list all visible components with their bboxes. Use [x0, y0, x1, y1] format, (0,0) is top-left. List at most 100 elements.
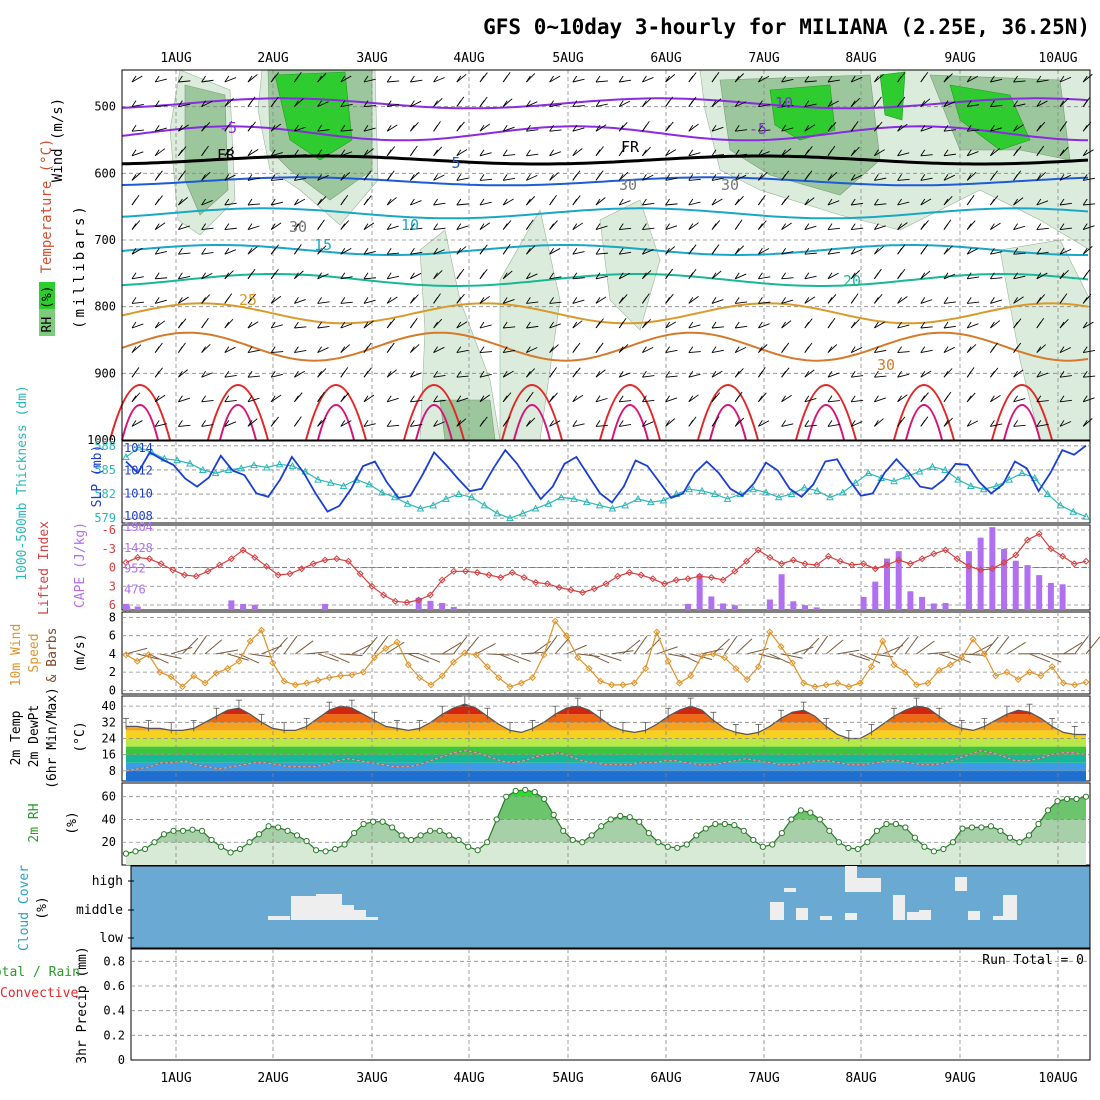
- rh2m-point: [588, 832, 595, 839]
- rh2m-panel: 60 40 20 2m RH (%): [27, 782, 1091, 866]
- wind10-point: [641, 664, 650, 673]
- axis-tick-label: 585: [94, 463, 116, 477]
- li-point: [789, 556, 797, 564]
- wind10-point: [901, 668, 909, 676]
- rh2m-point: [1006, 834, 1014, 841]
- li-point: [485, 571, 493, 579]
- cloud-block: [968, 911, 980, 920]
- wind10-point: [133, 657, 141, 665]
- rh2m-point: [598, 823, 605, 830]
- wind10-barb: [329, 653, 350, 664]
- cape-bar: [802, 605, 809, 610]
- li-point: [672, 576, 680, 584]
- wind10-point: [472, 651, 480, 659]
- axis-tick-label: 579: [94, 511, 116, 525]
- rh2m-point: [930, 848, 938, 855]
- li-point: [707, 573, 715, 582]
- wind10-barb: [724, 635, 738, 655]
- wind10-point: [529, 674, 537, 682]
- cloud-title: Cloud Cover: [17, 865, 32, 951]
- rh2m-point: [702, 825, 709, 832]
- rh2m-point: [151, 839, 158, 846]
- rh2m-point: [189, 826, 196, 833]
- wind10-barb: [250, 653, 273, 658]
- wind10-point: [291, 681, 299, 689]
- cloud-block: [316, 894, 342, 920]
- cloud-block: [845, 913, 857, 920]
- li-point: [298, 565, 306, 573]
- time-label-bottom: 4AUG: [453, 1071, 484, 1086]
- thickness-point: [864, 469, 873, 477]
- time-label-bottom: 3AUG: [356, 1071, 387, 1086]
- contour-label: 5: [451, 154, 460, 172]
- wind10-barb: [679, 653, 700, 664]
- rh2m-point: [987, 823, 995, 830]
- wind10-barb: [1074, 636, 1089, 655]
- thickness-point: [595, 501, 604, 509]
- thickness-point: [416, 504, 425, 512]
- rh2m-point: [408, 836, 415, 844]
- li-point: [204, 567, 212, 575]
- rh2m-point: [731, 822, 738, 829]
- contour-40: [513, 404, 551, 441]
- slp-line: [125, 444, 1087, 513]
- li-point: [906, 560, 914, 568]
- wind10-point: [675, 679, 683, 687]
- rh2m-point: [541, 795, 548, 803]
- li-point: [426, 591, 434, 599]
- wind10-title-c: & Barbs: [45, 628, 60, 683]
- wind10-barb: [182, 637, 199, 655]
- li-point: [1047, 545, 1055, 553]
- rh2m-point: [626, 814, 633, 821]
- li-point: [860, 560, 868, 568]
- wind10-point: [246, 637, 254, 645]
- thickness-point: [186, 459, 194, 467]
- time-label-bottom: 2AUG: [257, 1071, 288, 1086]
- contour-35: [893, 384, 955, 441]
- wind10-point: [427, 681, 435, 689]
- rh-shading: [169, 69, 1091, 441]
- axis-tick-label: 0: [109, 561, 116, 575]
- cloud-block: [342, 905, 354, 920]
- axis-tick-label: 1008: [124, 509, 153, 523]
- rh2m-point: [503, 793, 510, 800]
- cape-bar: [123, 603, 129, 610]
- li-point: [625, 568, 633, 577]
- li-point: [227, 555, 235, 563]
- cape-bar: [1001, 548, 1008, 610]
- cloud-block: [857, 878, 869, 892]
- wind10-point: [1025, 668, 1034, 676]
- wind10-point: [664, 657, 672, 665]
- li-point: [497, 573, 505, 582]
- rh2m-point: [579, 839, 586, 846]
- wind10-point: [212, 669, 220, 677]
- wind10-barb: [171, 646, 193, 655]
- wind10-point: [269, 659, 277, 667]
- li-point: [251, 553, 259, 562]
- time-label-bottom: 9AUG: [944, 1071, 975, 1086]
- contour-30: [121, 331, 1089, 362]
- time-label-top: 5AUG: [552, 51, 583, 66]
- rh2m-point: [769, 841, 776, 848]
- thickness-point: [237, 464, 246, 472]
- rh2m-point: [474, 847, 481, 854]
- li-point: [637, 571, 645, 579]
- rh2m-point: [826, 827, 833, 834]
- wind10-title-b: Speed: [27, 633, 42, 672]
- wind10-point: [314, 676, 322, 684]
- axis-tick-label: 800: [94, 300, 116, 314]
- axis-tick-label: 8: [109, 764, 116, 778]
- li-point: [192, 572, 200, 580]
- pressure-ylabel: (millibars): [72, 203, 88, 329]
- wind10-point: [224, 664, 232, 673]
- axis-tick-label: 24: [102, 732, 116, 746]
- wind10-point: [935, 666, 943, 674]
- wind10-point: [890, 661, 898, 669]
- thickness-title: 1000-500mb Thickness (dm): [15, 385, 30, 581]
- thickness-point: [326, 478, 335, 486]
- contour-20: [121, 273, 1089, 287]
- rh2m-point: [465, 843, 472, 850]
- li-point: [344, 557, 352, 565]
- contour-35: [207, 384, 269, 441]
